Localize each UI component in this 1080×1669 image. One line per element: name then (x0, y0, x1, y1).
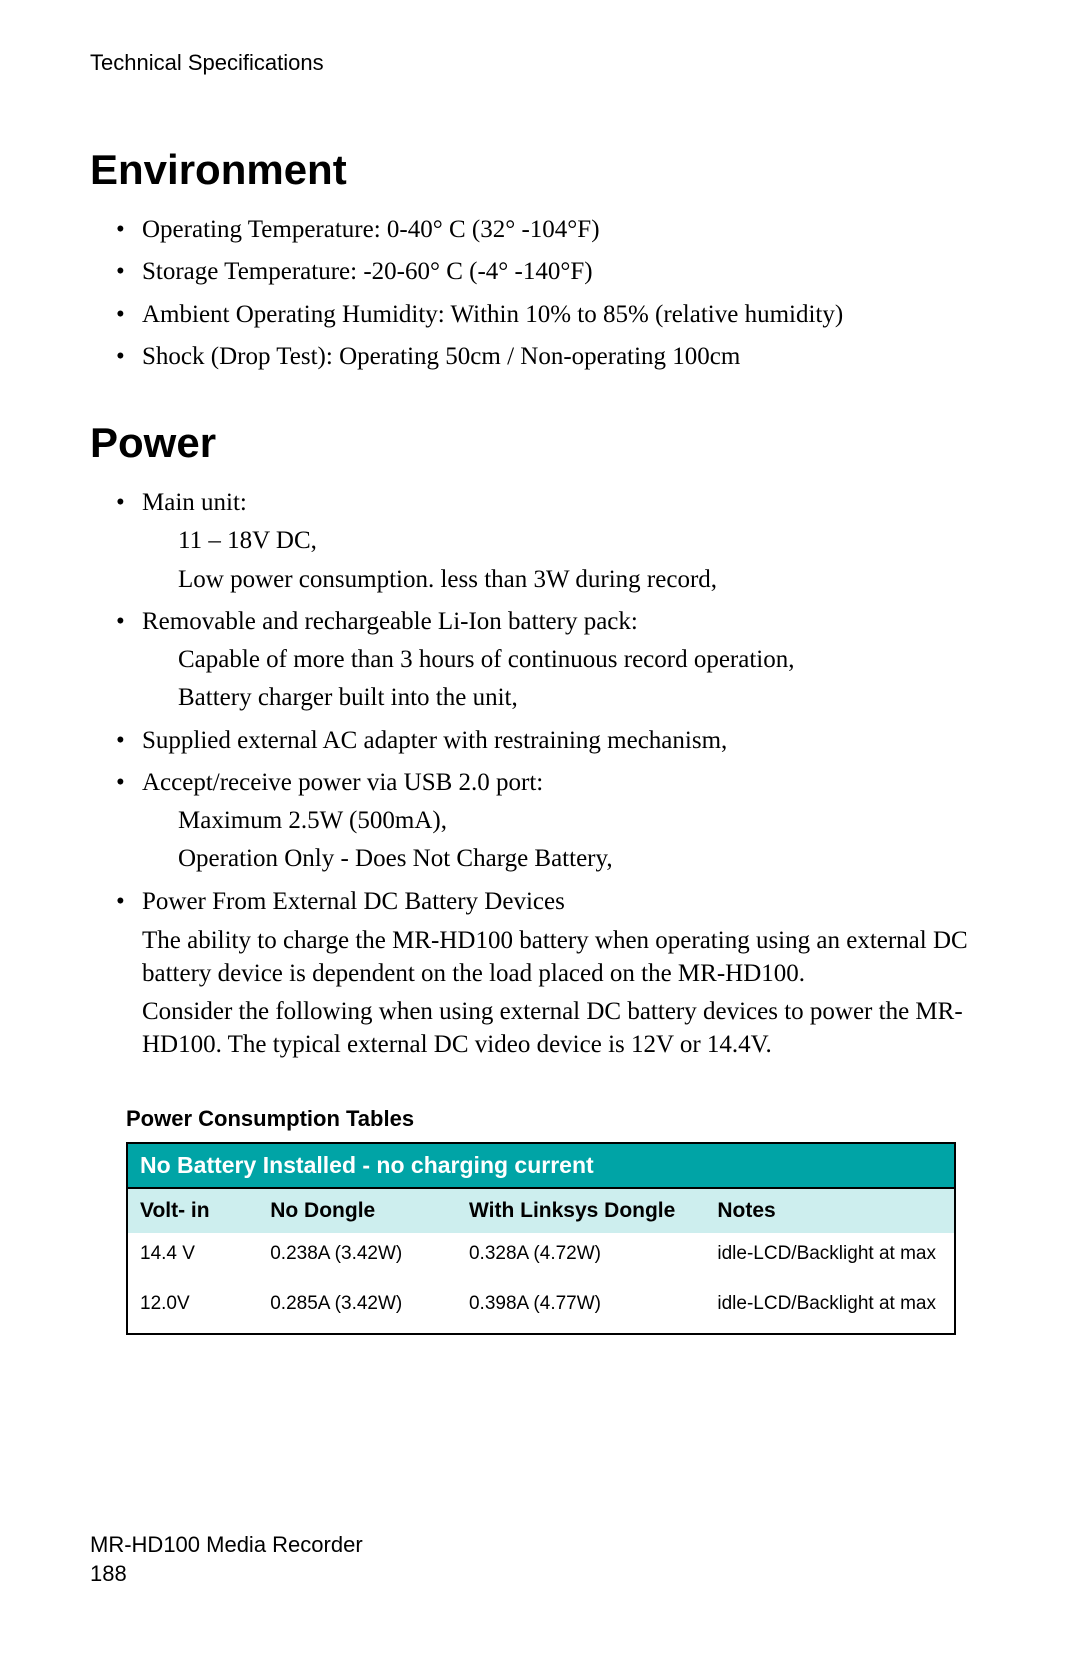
table-cell: idle-LCD/Backlight at max (705, 1233, 955, 1283)
table-cell: 12.0V (127, 1283, 258, 1334)
footer-product: MR-HD100 Media Recorder (90, 1530, 363, 1560)
table-cell: 0.285A (3.42W) (258, 1283, 457, 1334)
environment-list: Operating Temperature: 0-40° C (32° -104… (90, 212, 990, 375)
table-caption: Power Consumption Tables (126, 1106, 990, 1132)
list-item: Shock (Drop Test): Operating 50cm / Non-… (142, 339, 990, 375)
item-sub: Capable of more than 3 hours of continuo… (178, 642, 990, 678)
table-header-row: Volt- in No Dongle With Linksys Dongle N… (127, 1188, 955, 1233)
page-footer: MR-HD100 Media Recorder 188 (90, 1530, 363, 1589)
item-head: Main unit: (142, 489, 247, 516)
item-sub: Operation Only - Does Not Charge Battery… (178, 841, 990, 877)
table-cell: 0.328A (4.72W) (457, 1233, 705, 1283)
table-header-cell: Notes (705, 1188, 955, 1233)
item-paragraph: The ability to charge the MR-HD100 batte… (142, 924, 990, 991)
item-head: Supplied external AC adapter with restra… (142, 727, 727, 754)
item-sub: Maximum 2.5W (500mA), (178, 803, 990, 839)
footer-page-number: 188 (90, 1559, 363, 1589)
list-item: Ambient Operating Humidity: Within 10% t… (142, 297, 990, 333)
section-heading-environment: Environment (90, 146, 990, 194)
item-paragraph: Consider the following when using extern… (142, 995, 990, 1062)
document-page: Technical Specifications Environment Ope… (0, 0, 1080, 1669)
table-cell: 0.398A (4.77W) (457, 1283, 705, 1334)
running-head: Technical Specifications (90, 50, 990, 76)
power-consumption-table: No Battery Installed - no charging curre… (126, 1142, 956, 1335)
item-head: Removable and rechargeable Li-Ion batter… (142, 608, 638, 635)
table-header-cell: With Linksys Dongle (457, 1188, 705, 1233)
item-head: Accept/receive power via USB 2.0 port: (142, 769, 543, 796)
table-title: No Battery Installed - no charging curre… (127, 1143, 955, 1188)
list-item: Removable and rechargeable Li-Ion batter… (142, 604, 990, 717)
table-header-cell: No Dongle (258, 1188, 457, 1233)
list-item: Supplied external AC adapter with restra… (142, 723, 990, 759)
table-row: 12.0V 0.285A (3.42W) 0.398A (4.77W) idle… (127, 1283, 955, 1334)
table-cell: idle-LCD/Backlight at max (705, 1283, 955, 1334)
list-item: Operating Temperature: 0-40° C (32° -104… (142, 212, 990, 248)
list-item: Accept/receive power via USB 2.0 port: M… (142, 765, 990, 878)
item-sub: Low power consumption. less than 3W duri… (178, 562, 990, 598)
table-row: 14.4 V 0.238A (3.42W) 0.328A (4.72W) idl… (127, 1233, 955, 1283)
section-heading-power: Power (90, 419, 990, 467)
table-title-row: No Battery Installed - no charging curre… (127, 1143, 955, 1188)
item-sub: Battery charger built into the unit, (178, 680, 990, 716)
list-item: Storage Temperature: -20-60° C (-4° -140… (142, 254, 990, 290)
table-cell: 0.238A (3.42W) (258, 1233, 457, 1283)
table-cell: 14.4 V (127, 1233, 258, 1283)
item-sub: 11 – 18V DC, (178, 523, 990, 559)
item-head: Power From External DC Battery Devices (142, 888, 565, 915)
power-list: Main unit: 11 – 18V DC, Low power consum… (90, 485, 990, 1062)
list-item: Main unit: 11 – 18V DC, Low power consum… (142, 485, 990, 598)
table-header-cell: Volt- in (127, 1188, 258, 1233)
list-item: Power From External DC Battery Devices T… (142, 884, 990, 1062)
